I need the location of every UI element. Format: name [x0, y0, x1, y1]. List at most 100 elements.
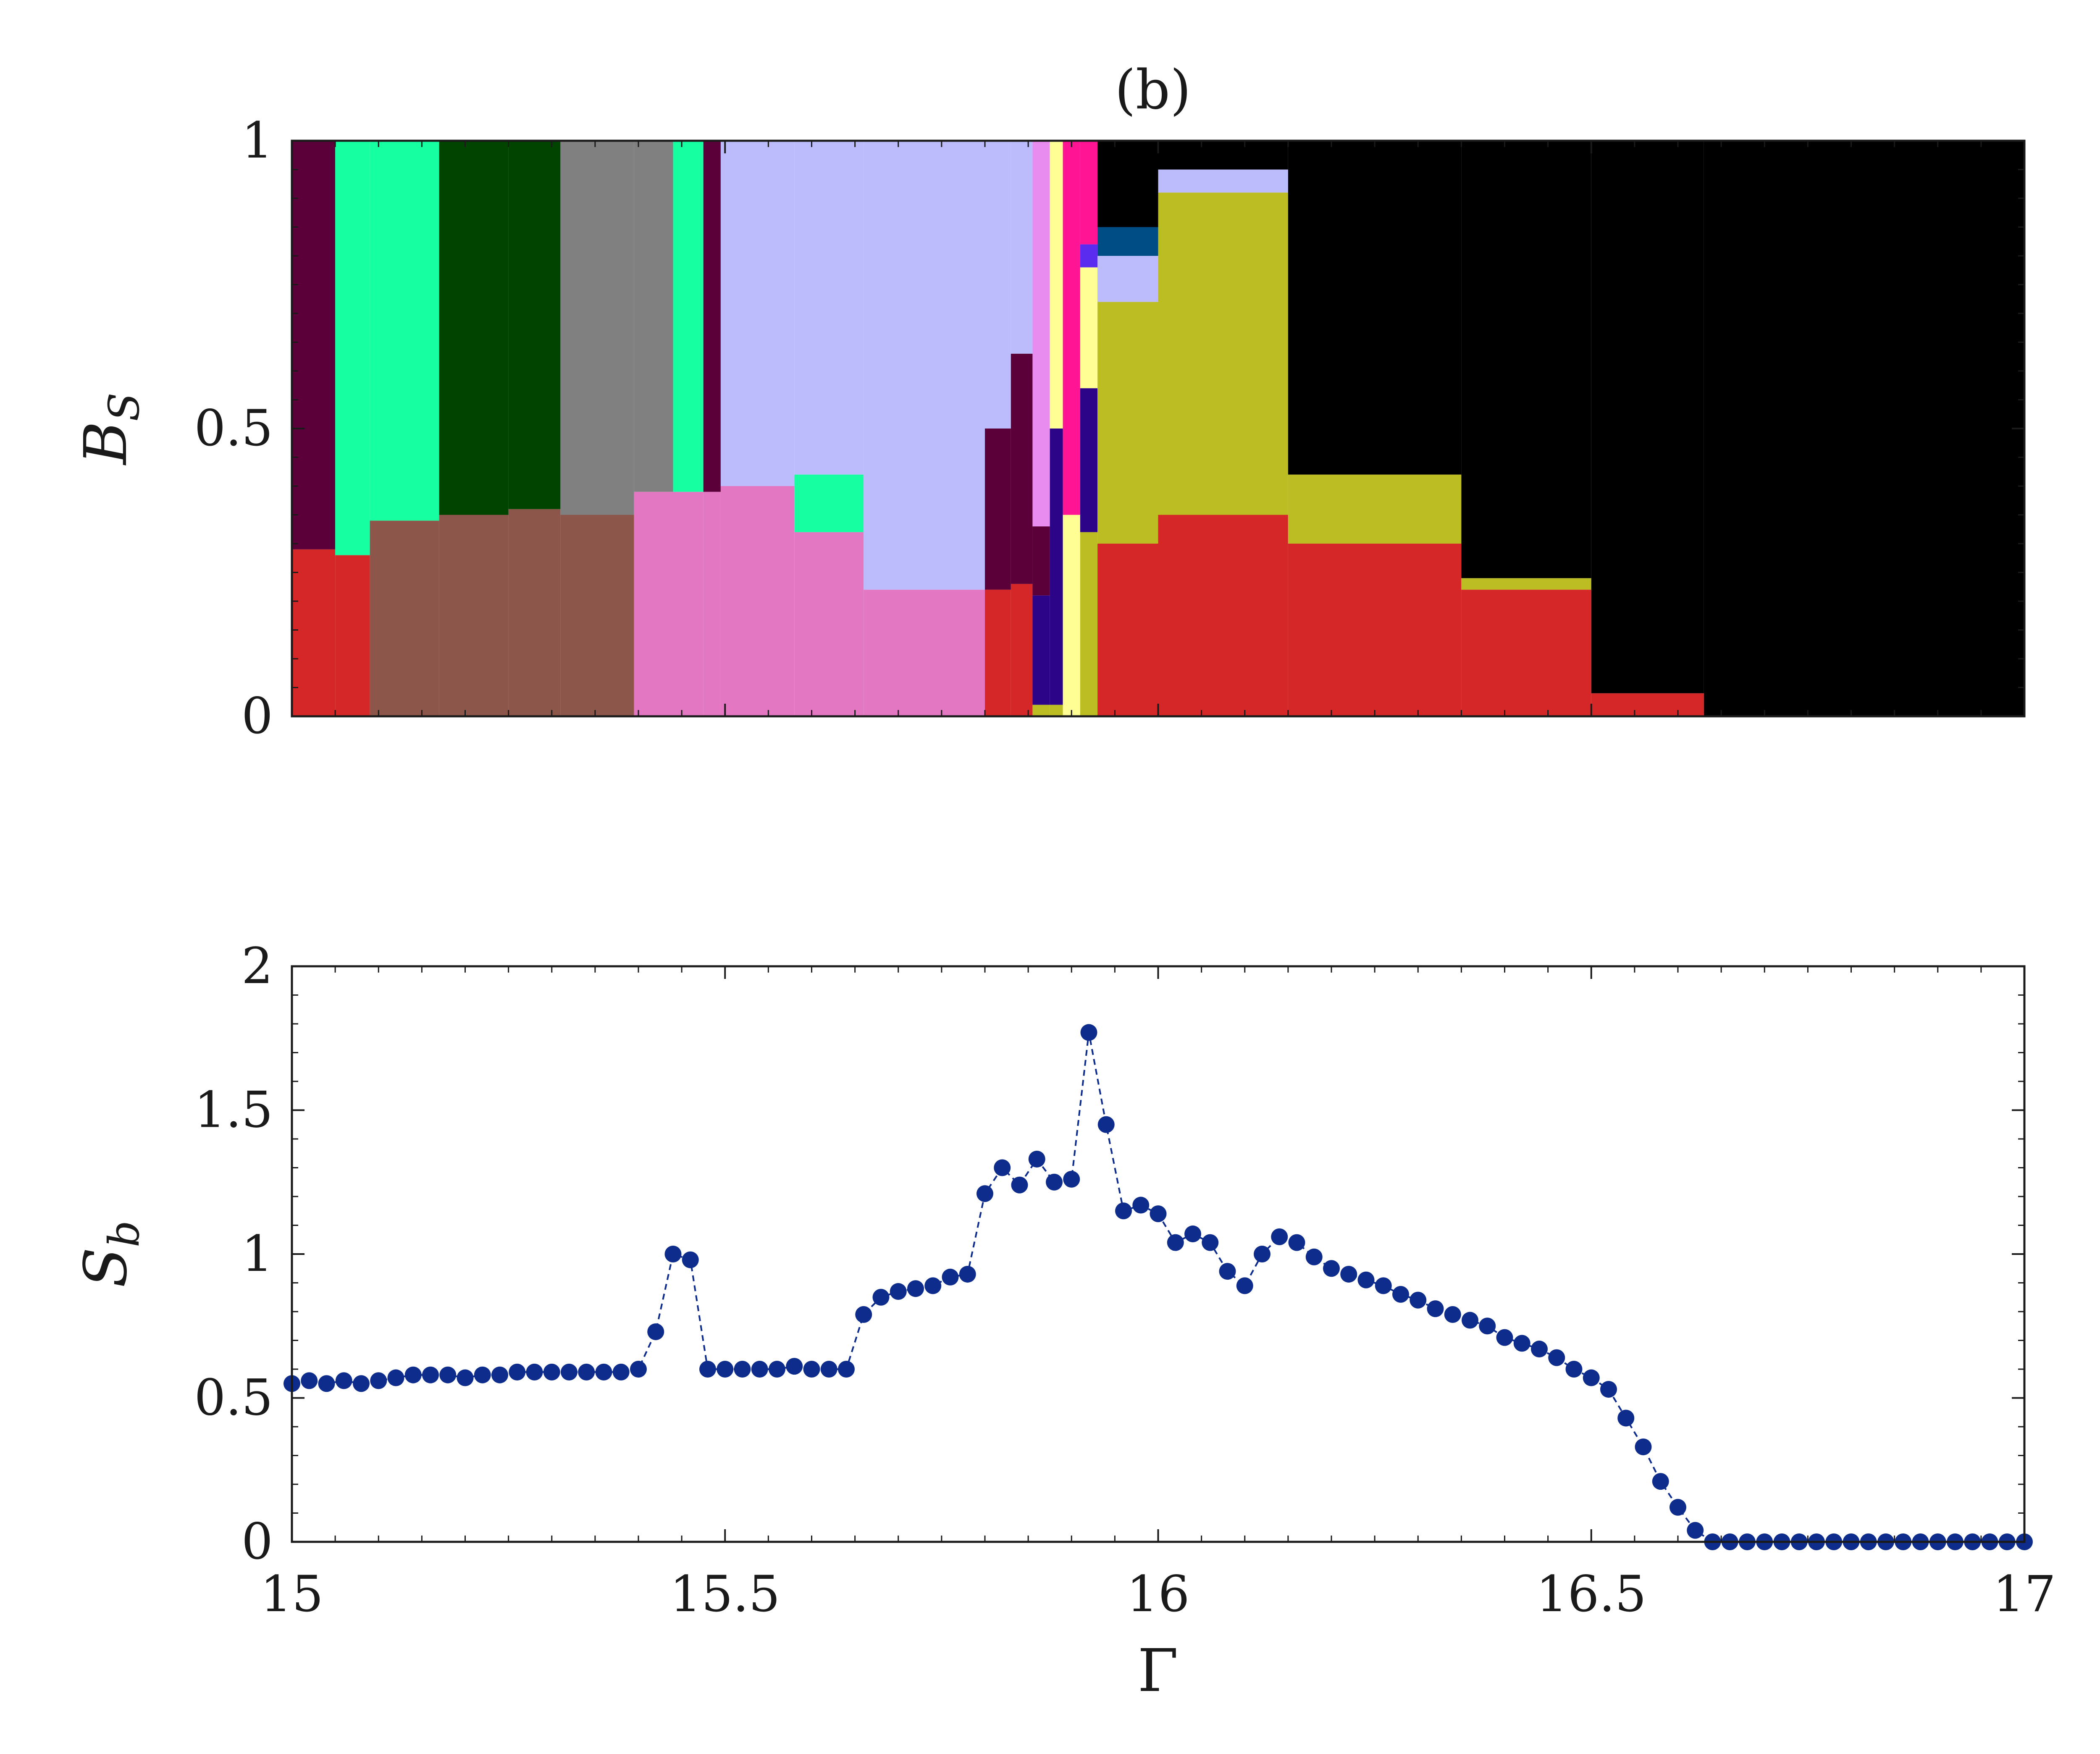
- top-ytick-label: 1: [242, 111, 273, 169]
- bar-segment-17-0: [1080, 532, 1098, 716]
- bottom-ytick-label: 2: [242, 937, 273, 995]
- data-point-41: [994, 1159, 1011, 1176]
- bar-segment-18-2: [1097, 256, 1158, 302]
- data-point-36: [907, 1280, 924, 1297]
- data-point-46: [1080, 1024, 1097, 1041]
- data-point-69: [1479, 1317, 1496, 1335]
- bar-segment-20-0: [1288, 544, 1462, 716]
- data-point-44: [1046, 1173, 1063, 1191]
- bar-segment-23-0: [1704, 141, 2024, 716]
- bar-segment-20-2: [1288, 141, 1462, 475]
- data-point-40: [976, 1185, 993, 1202]
- data-point-27: [751, 1361, 768, 1378]
- bar-segment-14-0: [1032, 705, 1050, 716]
- data-point-12: [491, 1366, 508, 1383]
- data-point-21: [647, 1323, 664, 1340]
- data-point-33: [855, 1306, 872, 1323]
- data-point-8: [422, 1366, 439, 1383]
- top-ytick-label: 0.5: [194, 399, 273, 457]
- data-point-54: [1219, 1263, 1236, 1280]
- bar-segment-12-1: [985, 429, 1011, 590]
- bottom-chart-frame: [291, 965, 2026, 1543]
- bar-segment-9-1: [720, 141, 795, 486]
- top-chart-axes: 00.51: [194, 111, 2026, 745]
- bar-segment-15-2: [1050, 141, 1063, 429]
- data-point-58: [1288, 1234, 1305, 1251]
- bar-segment-18-0: [1097, 544, 1158, 716]
- bar-segment-21-0: [1461, 589, 1591, 716]
- bar-segment-10-1: [794, 474, 864, 532]
- bottom-chart-dashed-line: [291, 1032, 2024, 1543]
- bottom-xtick-label: 15: [260, 1565, 323, 1623]
- bottom-ytick-label: 1: [242, 1225, 273, 1283]
- bar-segment-17-1: [1080, 388, 1098, 532]
- bar-segment-10-2: [794, 141, 864, 475]
- bottom-ytick-label: 0.5: [194, 1369, 273, 1427]
- bar-segment-11-0: [864, 589, 985, 716]
- data-point-42: [1011, 1176, 1028, 1194]
- data-point-51: [1167, 1234, 1184, 1251]
- data-point-37: [924, 1277, 942, 1294]
- data-point-75: [1583, 1369, 1600, 1386]
- top-chart-ylabel: BS: [72, 392, 149, 465]
- data-point-32: [838, 1361, 855, 1378]
- data-point-67: [1444, 1306, 1461, 1323]
- data-point-4: [353, 1375, 370, 1392]
- bar-segment-10-0: [794, 532, 864, 716]
- data-point-73: [1548, 1349, 1565, 1366]
- data-point-66: [1427, 1300, 1444, 1317]
- bar-segment-16-0: [1063, 515, 1080, 716]
- data-point-25: [717, 1361, 734, 1378]
- bar-segment-5-1: [560, 141, 634, 515]
- data-point-29: [786, 1358, 803, 1375]
- data-point-22: [664, 1246, 682, 1262]
- data-point-78: [1635, 1438, 1652, 1455]
- data-point-2: [318, 1375, 335, 1392]
- data-point-35: [890, 1283, 907, 1300]
- bar-segment-17-4: [1080, 141, 1098, 245]
- data-point-50: [1150, 1205, 1167, 1223]
- data-point-61: [1340, 1265, 1357, 1283]
- bar-segment-15-0: [1050, 705, 1063, 716]
- bar-segment-5-0: [560, 515, 634, 716]
- data-point-57: [1271, 1228, 1288, 1245]
- data-point-18: [595, 1363, 612, 1381]
- bar-segment-16-1: [1063, 141, 1080, 515]
- bottom-chart-ticks: 0 0.5 1 1.5 2 15 15.5 16 16.5 17: [194, 937, 2056, 1623]
- data-point-47: [1097, 1116, 1115, 1133]
- data-point-17: [578, 1363, 595, 1381]
- bar-segment-13-2: [1011, 141, 1033, 354]
- data-point-79: [1652, 1473, 1669, 1490]
- bottom-chart-points: [284, 1024, 2033, 1550]
- data-point-62: [1357, 1271, 1375, 1289]
- data-point-43: [1028, 1150, 1045, 1168]
- bar-segment-12-2: [985, 141, 1011, 429]
- data-point-19: [612, 1363, 630, 1381]
- data-point-59: [1305, 1248, 1323, 1265]
- data-point-13: [509, 1363, 526, 1381]
- data-point-9: [439, 1366, 457, 1383]
- data-point-63: [1375, 1277, 1392, 1294]
- data-point-81: [1687, 1522, 1704, 1539]
- data-point-56: [1254, 1246, 1270, 1262]
- data-point-34: [872, 1289, 890, 1306]
- data-point-80: [1670, 1499, 1686, 1516]
- bottom-chart-xlabel: Γ: [1137, 1637, 1178, 1705]
- data-point-76: [1600, 1381, 1617, 1398]
- data-point-26: [734, 1361, 751, 1378]
- bar-segment-15-1: [1050, 429, 1063, 705]
- data-point-71: [1513, 1335, 1530, 1352]
- data-point-15: [543, 1363, 560, 1381]
- bar-segment-2-1: [370, 141, 439, 521]
- bar-segment-0-1: [292, 141, 336, 550]
- top-chart-frame: [291, 139, 2026, 718]
- data-point-1: [301, 1372, 318, 1389]
- top-chart-title: (b): [1115, 59, 1191, 121]
- bar-segment-14-2: [1032, 526, 1050, 596]
- data-point-14: [526, 1363, 543, 1381]
- top-ytick-label: 0: [242, 687, 273, 745]
- data-point-74: [1565, 1361, 1583, 1378]
- data-point-20: [630, 1361, 647, 1378]
- bar-segment-13-0: [1011, 584, 1033, 716]
